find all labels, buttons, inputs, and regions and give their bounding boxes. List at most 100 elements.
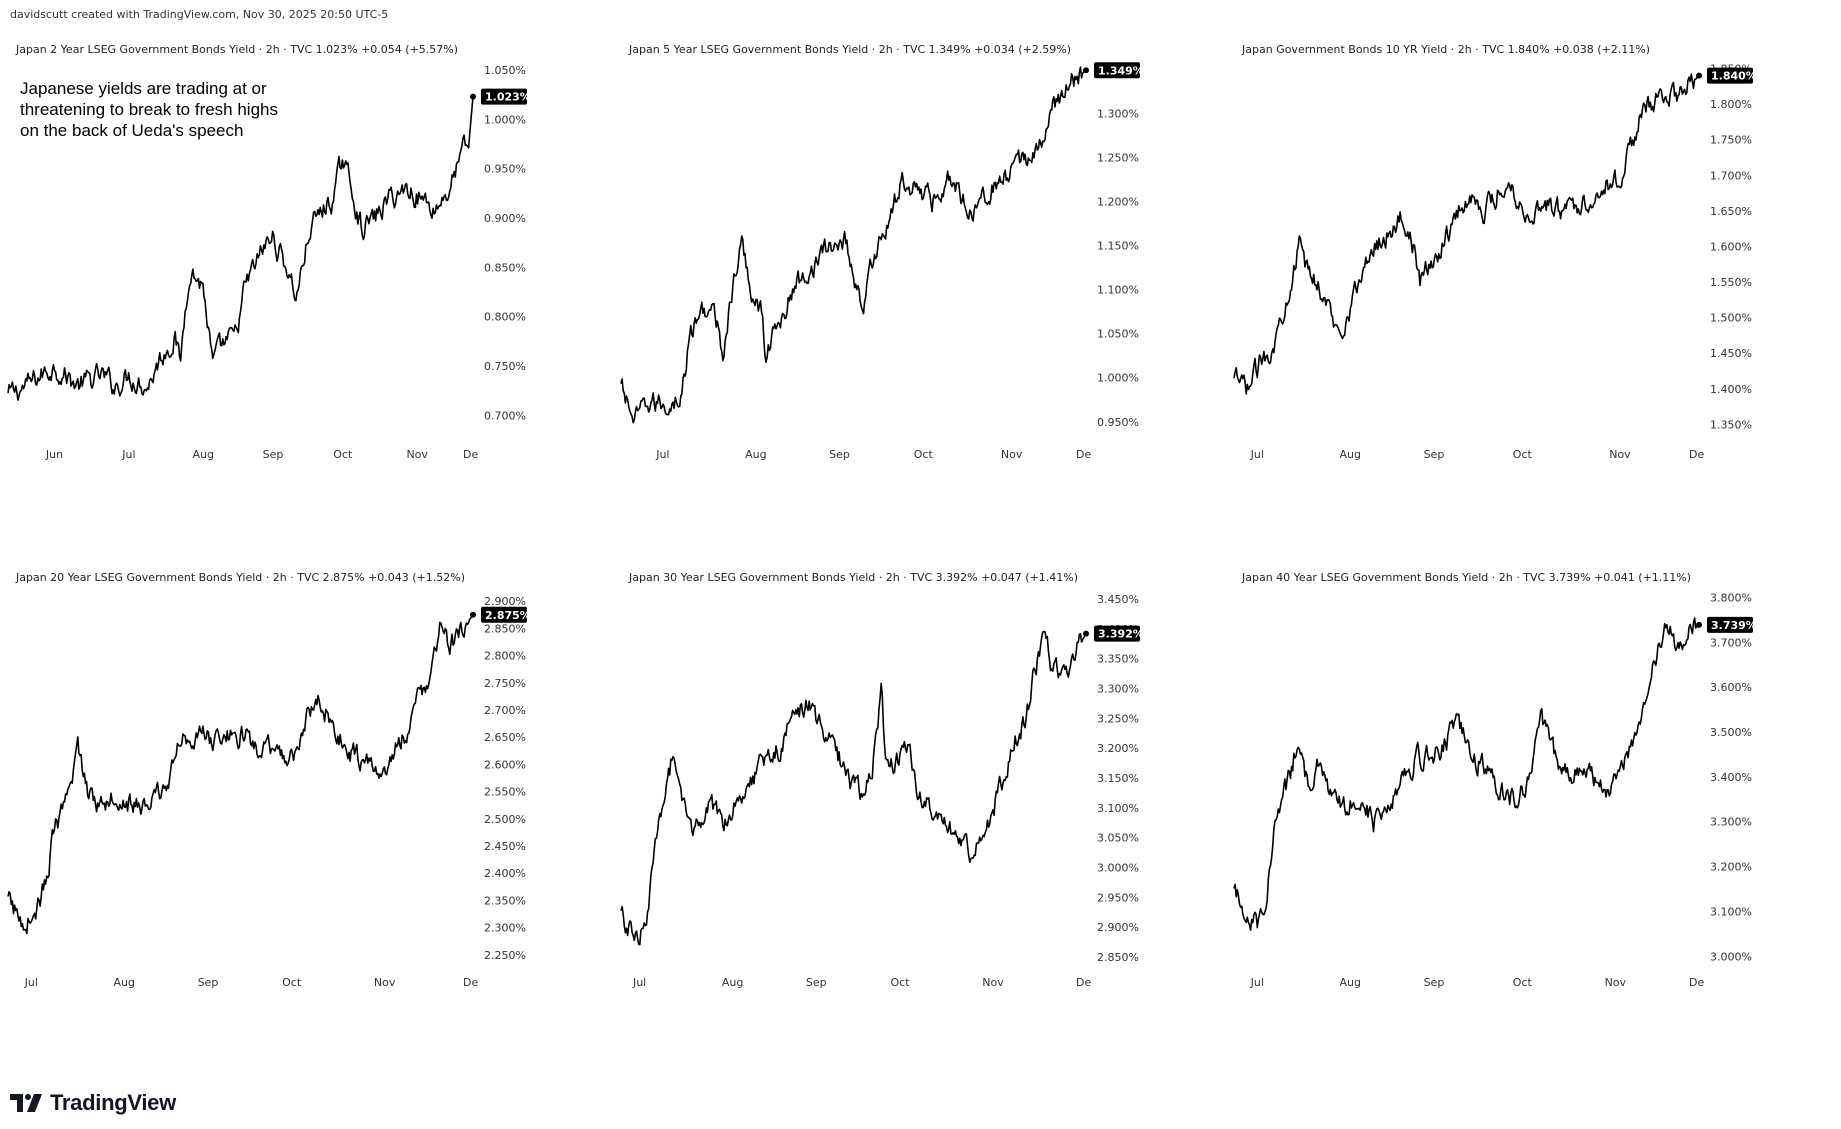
y-tick-label: 3.200% [1097, 742, 1139, 755]
y-tick-label: 3.200% [1710, 861, 1752, 874]
y-tick-label: 3.000% [1097, 862, 1139, 875]
x-tick-label: Nov [406, 448, 428, 461]
y-tick-label: 3.350% [1097, 653, 1139, 666]
x-tick-label: Jul [632, 976, 646, 989]
y-tick-label: 3.450% [1097, 593, 1139, 606]
last-value-tag: 1.840% [1707, 67, 1757, 84]
chart-40y[interactable]: 3.000% 3.100% 3.200% 3.300% 3.400% 3.500% 3.60… [1233, 548, 1839, 1073]
chart-panel-10y: Japan Government Bonds 10 YR Yield · 2h … [1233, 20, 1839, 545]
chart-panel-2y: Japan 2 Year LSEG Government Bonds Yield… [7, 20, 613, 545]
y-tick-label: 2.300% [484, 922, 526, 935]
x-tick-label: Jun [45, 448, 63, 461]
series-line [7, 96, 474, 401]
x-tick-label: De [1076, 976, 1091, 989]
y-tick-label: 2.250% [484, 949, 526, 962]
series-line [1233, 73, 1700, 395]
y-tick-label: 2.450% [484, 840, 526, 853]
x-tick-label: Aug [722, 976, 743, 989]
y-tick-label: 3.400% [1710, 771, 1752, 784]
tradingview-logo-text: TradingView [50, 1090, 176, 1115]
chart-panel-20y: Japan 20 Year LSEG Government Bonds Yiel… [7, 548, 613, 1073]
x-tick-label: Jul [1250, 976, 1264, 989]
y-tick-label: 2.850% [484, 622, 526, 635]
y-tick-label: 3.300% [1710, 816, 1752, 829]
y-tick-label: 2.600% [484, 758, 526, 771]
y-tick-label: 1.300% [1097, 107, 1139, 120]
last-value-tag-bg [1094, 62, 1140, 79]
series-line [1233, 617, 1700, 931]
y-tick-label: 1.800% [1710, 98, 1752, 111]
x-tick-label: Jul [1250, 448, 1264, 461]
y-tick-label: 0.800% [484, 311, 526, 324]
y-tick-label: 3.050% [1097, 832, 1139, 845]
y-tick-label: 1.700% [1710, 169, 1752, 182]
y-tick-label: 0.900% [484, 212, 526, 225]
y-tick-label: 1.250% [1097, 152, 1139, 165]
y-tick-label: 0.700% [484, 409, 526, 422]
y-tick-label: 3.500% [1710, 726, 1752, 739]
y-tick-label: 1.650% [1710, 205, 1752, 218]
y-tick-label: 0.950% [484, 163, 526, 176]
x-tick-label: Oct [282, 976, 302, 989]
x-tick-label: Oct [333, 448, 353, 461]
y-tick-label: 3.800% [1710, 591, 1752, 604]
x-tick-label: Nov [1001, 448, 1023, 461]
x-tick-label: Sep [198, 976, 219, 989]
last-value-marker [1083, 67, 1089, 74]
chart-title-20y: Japan 20 Year LSEG Government Bonds Yiel… [16, 571, 466, 584]
last-value-tag-bg [1707, 616, 1753, 633]
last-value-label: 1.840% [1711, 70, 1757, 83]
annotation-line: Japanese yields are trading at or [20, 79, 267, 98]
y-tick-label: 1.100% [1097, 284, 1139, 297]
y-tick-label: 1.150% [1097, 240, 1139, 253]
y-tick-label: 1.750% [1710, 134, 1752, 147]
last-value-marker [470, 93, 476, 100]
chart-title-40y: Japan 40 Year LSEG Government Bonds Yiel… [1242, 571, 1692, 584]
y-tick-label: 1.000% [484, 113, 526, 126]
chart-30y[interactable]: 2.850% 2.900% 2.950% 3.000% 3.050% 3.100% 3.15… [620, 548, 1226, 1073]
last-value-tag: 1.023% [481, 88, 531, 105]
x-tick-label: De [463, 976, 478, 989]
chart-panel-30y: Japan 30 Year LSEG Government Bonds Yiel… [620, 548, 1226, 1073]
y-tick-label: 3.700% [1710, 636, 1752, 649]
x-tick-label: De [1689, 448, 1704, 461]
last-value-marker [1696, 621, 1702, 628]
y-tick-label: 2.900% [1097, 921, 1139, 934]
chart-2y[interactable]: 0.700% 0.750% 0.800% 0.850% 0.900% 0.950% 1.00… [7, 20, 613, 545]
x-tick-label: Sep [263, 448, 284, 461]
y-tick-label: 1.050% [484, 64, 526, 77]
y-tick-label: 1.500% [1710, 312, 1752, 325]
chart-title-30y: Japan 30 Year LSEG Government Bonds Yiel… [629, 571, 1079, 584]
chart-20y[interactable]: 2.250% 2.300% 2.350% 2.400% 2.450% 2.500% 2.55… [7, 548, 613, 1073]
x-tick-label: Aug [745, 448, 766, 461]
last-value-marker [470, 611, 476, 618]
y-tick-label: 2.500% [484, 813, 526, 826]
y-tick-label: 3.100% [1097, 802, 1139, 815]
x-tick-label: Aug [1340, 448, 1361, 461]
y-tick-label: 1.450% [1710, 347, 1752, 360]
x-tick-label: Aug [193, 448, 214, 461]
x-tick-label: Nov [374, 976, 396, 989]
tradingview-logo[interactable]: TradingView [10, 1090, 176, 1116]
x-tick-label: Nov [982, 976, 1004, 989]
x-tick-label: Sep [1424, 976, 1445, 989]
annotation-line: on the back of Ueda's speech [20, 121, 244, 140]
x-tick-label: Sep [806, 976, 827, 989]
x-tick-label: Sep [1424, 448, 1445, 461]
series-line [620, 66, 1087, 424]
x-tick-label: Aug [1340, 976, 1361, 989]
chart-5y[interactable]: 0.950% 1.000% 1.050% 1.100% 1.150% 1.200% 1.25… [620, 20, 1226, 545]
chart-credit: davidscutt created with TradingView.com,… [10, 8, 389, 21]
last-value-label: 3.739% [1711, 619, 1757, 632]
y-tick-label: 0.950% [1097, 416, 1139, 429]
last-value-marker [1083, 630, 1089, 637]
last-value-tag-bg [1707, 67, 1753, 84]
chart-10y[interactable]: 1.350% 1.400% 1.450% 1.500% 1.550% 1.600% 1.65… [1233, 20, 1839, 545]
y-tick-label: 2.550% [484, 786, 526, 799]
y-tick-label: 1.200% [1097, 196, 1139, 209]
last-value-label: 2.875% [485, 609, 531, 622]
last-value-tag-bg [481, 88, 527, 105]
y-tick-label: 1.600% [1710, 240, 1752, 253]
annotation-line: threatening to break to fresh highs [20, 100, 278, 119]
y-tick-label: 3.600% [1710, 681, 1752, 694]
